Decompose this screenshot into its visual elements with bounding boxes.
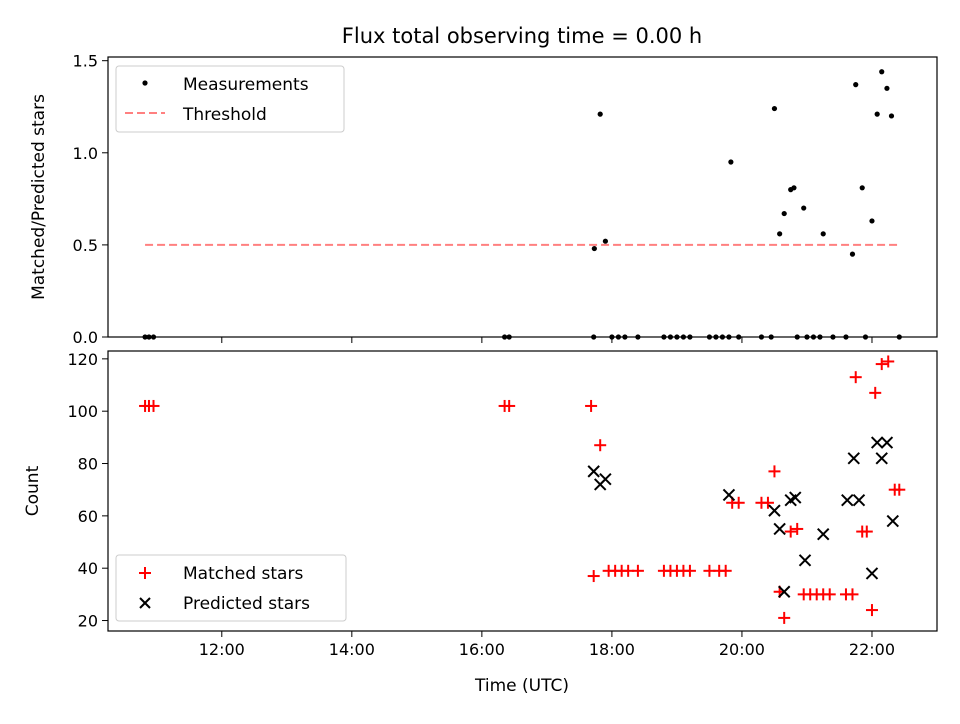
bottom-panel-marks	[139, 355, 906, 624]
predicted-star-point	[599, 473, 612, 486]
bottom-y-axis-label: Count	[23, 465, 43, 516]
measurement-point	[888, 113, 895, 119]
matched-star-point	[849, 371, 862, 384]
measurement-point	[853, 82, 859, 88]
bottom-y-tick-label: 60	[78, 507, 98, 526]
matched-star-point	[503, 399, 516, 412]
matched-star-point	[778, 611, 791, 624]
predicted-star-point	[852, 493, 866, 507]
bottom-y-tick-label: 40	[78, 559, 98, 578]
top-y-tick-label: 1.0	[73, 144, 98, 163]
predicted-star-point	[777, 585, 791, 598]
measurement-point	[591, 245, 597, 252]
predicted-star-point	[722, 488, 736, 502]
matched-star-point	[865, 604, 878, 617]
legend-threshold-label: Threshold	[182, 105, 267, 125]
bottom-legend: Matched stars Predicted stars	[115, 554, 347, 622]
predicted-star-point	[841, 493, 854, 507]
bottom-x-tick-label: 20:00	[719, 640, 765, 659]
measurement-point	[849, 251, 856, 257]
predicted-star-point	[587, 465, 600, 478]
measurement-point	[777, 231, 783, 237]
predicted-star-point	[773, 522, 786, 536]
legend-predicted-label: Predicted stars	[183, 594, 310, 614]
predicted-star-point	[768, 504, 781, 517]
measurement-point	[884, 85, 890, 91]
matched-star-point	[587, 570, 600, 583]
matched-star-point	[882, 355, 895, 368]
predicted-star-point	[880, 436, 894, 449]
top-y-tick-label: 0.0	[73, 328, 98, 347]
top-y-tick-label: 1.5	[73, 52, 98, 71]
top-legend: Measurements Threshold	[115, 65, 345, 133]
matched-star-point	[791, 522, 804, 535]
predicted-star-point	[798, 554, 812, 567]
matched-star-point	[147, 399, 160, 412]
matched-star-point	[846, 588, 859, 601]
matched-star-point	[594, 439, 607, 452]
bottom-x-tick-label: 18:00	[589, 640, 635, 659]
legend-measurements-label: Measurements	[183, 75, 309, 95]
predicted-star-point	[817, 527, 830, 541]
measurement-point	[869, 218, 875, 224]
top-panel-frame	[107, 56, 938, 338]
matched-star-point	[875, 358, 888, 371]
matched-star-point	[719, 564, 732, 577]
matched-star-point	[732, 496, 745, 509]
bottom-x-tick-label: 16:00	[459, 640, 505, 659]
bottom-legend-box	[115, 554, 347, 622]
x-axis-label: Time (UTC)	[474, 676, 569, 696]
bottom-y-tick-label: 20	[78, 612, 98, 631]
bottom-panel-frame	[107, 350, 938, 632]
bottom-x-tick-label: 22:00	[849, 640, 895, 659]
predicted-star-point	[886, 514, 899, 528]
measurement-point	[801, 205, 807, 211]
top-y-tick-label: 0.5	[73, 236, 98, 255]
top-panel: 0.0 0.5 1.0 1.5 Matched/Predicted stars Mea…	[29, 52, 938, 347]
bottom-panel-ticks: 12:00 14:00 16:00 18:00 20:00 22:00 20 40 60 80 10…	[67, 350, 895, 659]
measurement-point	[874, 111, 880, 117]
measurement-point	[879, 69, 885, 75]
legend-matched-label: Matched stars	[183, 564, 303, 584]
matched-star-point	[784, 525, 797, 538]
measurement-point	[859, 185, 865, 191]
matched-star-point	[768, 465, 781, 478]
legend-predicted-marker	[139, 597, 151, 609]
measurement-point	[597, 111, 603, 117]
predicted-star-point	[847, 452, 860, 465]
matched-star-point	[683, 564, 696, 577]
bottom-x-tick-label: 12:00	[199, 640, 245, 659]
matched-star-point	[860, 525, 873, 538]
matched-star-point	[585, 399, 598, 412]
bottom-y-tick-label: 120	[67, 350, 98, 369]
matched-star-point	[823, 588, 836, 601]
matched-star-point	[631, 564, 644, 577]
top-legend-box	[115, 65, 345, 133]
top-panel-ticks: 0.0 0.5 1.0 1.5	[73, 52, 873, 347]
top-y-axis-label: Matched/Predicted stars	[29, 94, 49, 300]
bottom-x-tick-label: 14:00	[329, 640, 375, 659]
predicted-star-point	[870, 436, 884, 449]
measurement-point	[781, 210, 787, 217]
chart-title: Flux total observing time = 0.00 h	[342, 24, 702, 48]
measurement-point	[728, 159, 734, 165]
measurement-point	[820, 231, 826, 237]
bottom-y-tick-label: 100	[67, 402, 98, 421]
predicted-star-point	[875, 452, 888, 465]
matched-star-point	[761, 496, 774, 509]
bottom-panel: 12:00 14:00 16:00 18:00 20:00 22:00 20 40 60 80 10…	[23, 350, 938, 696]
measurement-point	[771, 105, 778, 112]
predicted-star-point	[789, 491, 802, 504]
bottom-y-tick-label: 80	[78, 455, 98, 474]
legend-measurements-marker	[142, 80, 148, 86]
matched-star-point	[869, 386, 882, 399]
measurement-point	[602, 238, 609, 244]
matched-star-point	[893, 483, 906, 496]
legend-matched-marker	[139, 567, 151, 579]
measurement-point	[791, 185, 797, 191]
predicted-star-point	[865, 567, 879, 580]
